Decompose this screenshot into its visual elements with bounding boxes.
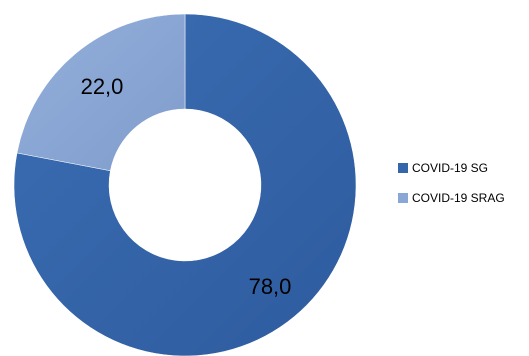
donut-data-labels: 78,0 22,0 bbox=[81, 74, 292, 299]
donut-slice-covid-srag bbox=[16, 13, 186, 172]
donut-slices bbox=[13, 13, 357, 356]
legend-item-covid-srag: COVID-19 SRAG bbox=[398, 190, 505, 206]
data-label-covid-srag: 22,0 bbox=[81, 74, 124, 99]
chart-legend: COVID-19 SG COVID-19 SRAG bbox=[398, 160, 505, 220]
legend-swatch-covid-sg bbox=[398, 163, 408, 173]
donut-slice-covid-sg bbox=[13, 13, 357, 356]
legend-label-covid-srag: COVID-19 SRAG bbox=[412, 191, 505, 205]
data-label-covid-sg: 78,0 bbox=[249, 274, 292, 299]
legend-label-covid-sg: COVID-19 SG bbox=[412, 161, 489, 175]
legend-swatch-covid-srag bbox=[398, 193, 408, 203]
legend-item-covid-sg: COVID-19 SG bbox=[398, 160, 505, 176]
